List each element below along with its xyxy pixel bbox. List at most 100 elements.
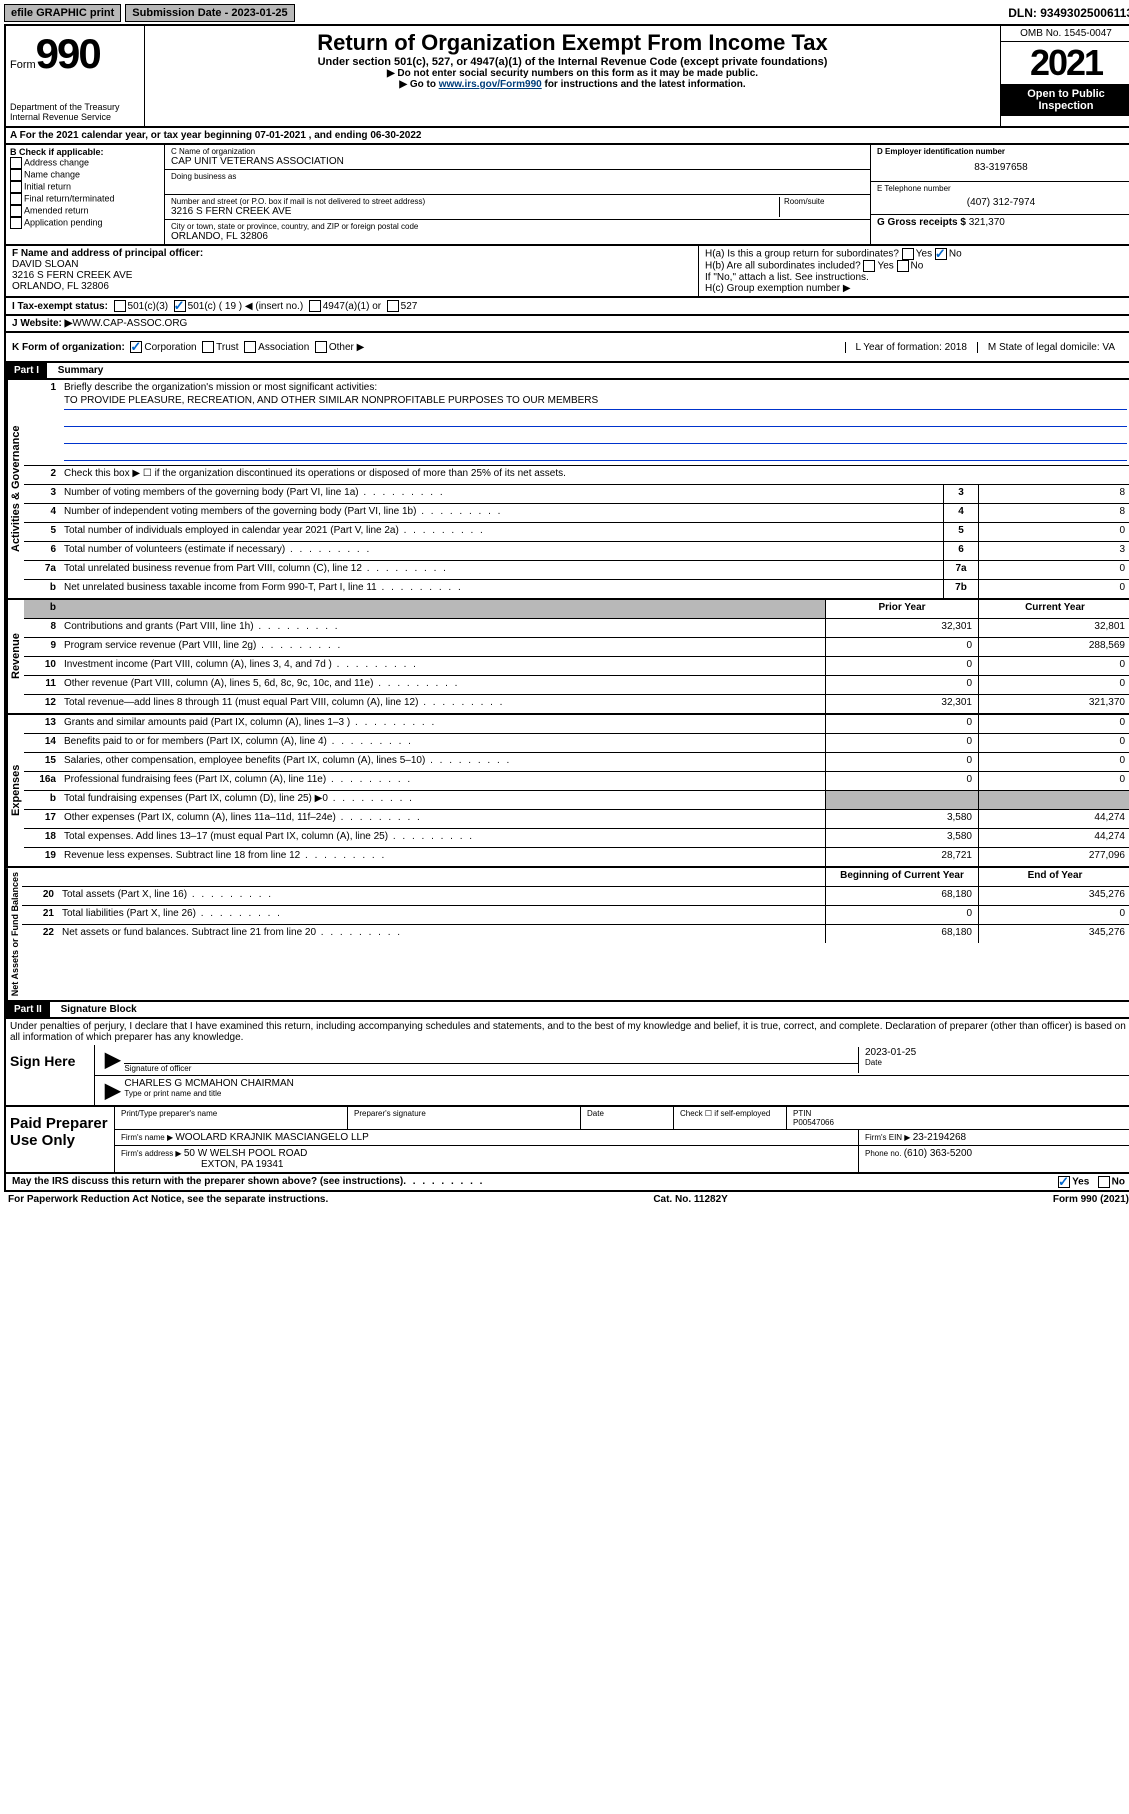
net-line-21: 21 Total liabilities (Part X, line 26) 0… (22, 906, 1129, 925)
row-a-tax-year: A For the 2021 calendar year, or tax yea… (4, 128, 1129, 145)
exp-line-18: 18 Total expenses. Add lines 13–17 (must… (24, 829, 1129, 848)
irs-gov-link[interactable]: www.irs.gov/Form990 (439, 79, 542, 90)
chk-other[interactable] (315, 341, 327, 353)
part1-title: Summary (50, 363, 112, 378)
firm-addr2: EXTON, PA 19341 (121, 1159, 852, 1170)
ha-yes[interactable] (902, 248, 914, 260)
col-begin-year: Beginning of Current Year (825, 868, 978, 886)
cat-no: Cat. No. 11282Y (653, 1194, 727, 1205)
row-fh: F Name and address of principal officer:… (4, 246, 1129, 298)
firm-addr1: 50 W WELSH POOL ROAD (184, 1148, 308, 1159)
chk-501c3[interactable] (114, 300, 126, 312)
type-name-label: Type or print name and title (124, 1089, 1125, 1098)
gov-line-b: b Net unrelated business taxable income … (24, 580, 1129, 598)
mission-text: TO PROVIDE PLEASURE, RECREATION, AND OTH… (64, 395, 1127, 410)
state-domicile: M State of legal domicile: VA (977, 342, 1125, 353)
rev-line-10: 10 Investment income (Part VIII, column … (24, 657, 1129, 676)
hb-subordinates: H(b) Are all subordinates included? Yes … (705, 260, 1125, 272)
exp-line-15: 15 Salaries, other compensation, employe… (24, 753, 1129, 772)
rev-line-11: 11 Other revenue (Part VIII, column (A),… (24, 676, 1129, 695)
exp-line-19: 19 Revenue less expenses. Subtract line … (24, 848, 1129, 866)
hb-no[interactable] (897, 260, 909, 272)
form-subtitle: Under section 501(c), 527, or 4947(a)(1)… (149, 56, 996, 68)
ptin-value: P00547066 (793, 1118, 1125, 1127)
hb-yes[interactable] (863, 260, 875, 272)
chk-corp[interactable] (130, 341, 142, 353)
discuss-yes[interactable] (1058, 1176, 1070, 1188)
ein: 83-3197658 (877, 156, 1125, 179)
chk-address-change[interactable]: Address change (10, 157, 160, 169)
exp-line-17: 17 Other expenses (Part IX, column (A), … (24, 810, 1129, 829)
sig-officer-label: Signature of officer (124, 1064, 858, 1073)
irs-label: Internal Revenue Service (10, 112, 140, 122)
part2-header-row: Part II Signature Block (4, 1002, 1129, 1019)
chk-trust[interactable] (202, 341, 214, 353)
header-right: OMB No. 1545-0047 2021 Open to Public In… (1000, 26, 1129, 126)
col-b-checkboxes: B Check if applicable: Address change Na… (6, 145, 165, 244)
line2-discontinued: Check this box ▶ ☐ if the organization d… (60, 466, 1129, 484)
officer-addr1: 3216 S FERN CREEK AVE (12, 270, 692, 281)
net-line-22: 22 Net assets or fund balances. Subtract… (22, 925, 1129, 943)
ha-no[interactable] (935, 248, 947, 260)
irs-discuss-row: May the IRS discuss this return with the… (4, 1174, 1129, 1192)
chk-name-change[interactable]: Name change (10, 169, 160, 181)
part2-title: Signature Block (53, 1002, 145, 1017)
submission-date: 2023-01-25 (231, 7, 287, 19)
page-footer: For Paperwork Reduction Act Notice, see … (4, 1192, 1129, 1207)
chk-4947[interactable] (309, 300, 321, 312)
form-number: 990 (36, 30, 100, 77)
top-bar: efile GRAPHIC print Submission Date - 20… (4, 4, 1129, 22)
col-de: D Employer identification number 83-3197… (870, 145, 1129, 244)
chk-amended[interactable]: Amended return (10, 205, 160, 217)
sig-date-value: 2023-01-25 (865, 1047, 1125, 1058)
chk-527[interactable] (387, 300, 399, 312)
exp-line-14: 14 Benefits paid to or for members (Part… (24, 734, 1129, 753)
vlabel-governance: Activities & Governance (6, 380, 24, 598)
org-name-label: C Name of organization (171, 147, 864, 156)
gov-line-5: 5 Total number of individuals employed i… (24, 523, 1129, 542)
efile-print-button[interactable]: efile GRAPHIC print (4, 4, 121, 22)
row-i-tax-exempt: I Tax-exempt status: 501(c)(3) 501(c) ( … (4, 298, 1129, 316)
dln: DLN: 93493025006113 (1008, 6, 1129, 20)
row-j-website: J Website: ▶ WWW.CAP-ASSOC.ORG (4, 316, 1129, 333)
officer-name-title: CHARLES G MCMAHON CHAIRMAN (124, 1078, 1125, 1089)
officer-addr2: ORLANDO, FL 32806 (12, 281, 692, 292)
sign-here-label: Sign Here (6, 1045, 95, 1105)
chk-initial-return[interactable]: Initial return (10, 181, 160, 193)
submission-date-button[interactable]: Submission Date - 2023-01-25 (125, 4, 294, 22)
col-b-title: B Check if applicable: (10, 147, 160, 157)
perjury-declaration: Under penalties of perjury, I declare th… (4, 1019, 1129, 1045)
chk-501c[interactable] (174, 300, 186, 312)
org-name: CAP UNIT VETERANS ASSOCIATION (171, 156, 864, 167)
omb-number: OMB No. 1545-0047 (1001, 26, 1129, 42)
part1-header-row: Part I Summary (4, 363, 1129, 380)
form-word: Form (10, 59, 36, 71)
prep-sig-header: Preparer's signature (348, 1107, 581, 1129)
exp-line-13: 13 Grants and similar amounts paid (Part… (24, 715, 1129, 734)
website-value: WWW.CAP-ASSOC.ORG (72, 318, 187, 329)
block-bcde: B Check if applicable: Address change Na… (4, 145, 1129, 246)
org-address: 3216 S FERN CREEK AVE (171, 206, 779, 217)
rev-line-8: 8 Contributions and grants (Part VIII, l… (24, 619, 1129, 638)
dba-label: Doing business as (171, 172, 864, 181)
col-prior-year: Prior Year (825, 600, 978, 618)
chk-app-pending[interactable]: Application pending (10, 217, 160, 229)
hc-group-exemption: H(c) Group exemption number ▶ (705, 283, 1125, 294)
gross-receipts: 321,370 (969, 217, 1005, 228)
vlabel-expenses: Expenses (6, 715, 24, 866)
exp-line-b: b Total fundraising expenses (Part IX, c… (24, 791, 1129, 810)
header-left: Form990 Department of the Treasury Inter… (6, 26, 145, 126)
gov-line-6: 6 Total number of volunteers (estimate i… (24, 542, 1129, 561)
chk-final-return[interactable]: Final return/terminated (10, 193, 160, 205)
prep-ptin-cell: PTIN P00547066 (787, 1107, 1129, 1129)
row-klm: K Form of organization: Corporation Trus… (4, 333, 1129, 363)
chk-assoc[interactable] (244, 341, 256, 353)
prep-selfemp-header: Check ☐ if self-employed (674, 1107, 787, 1129)
form-ref: Form 990 (2021) (1053, 1194, 1129, 1205)
discuss-no[interactable] (1098, 1176, 1110, 1188)
org-city: ORLANDO, FL 32806 (171, 231, 864, 242)
sig-arrow-icon-2: ▶ (101, 1078, 124, 1103)
city-label: City or town, state or province, country… (171, 222, 864, 231)
gross-label: G Gross receipts $ (877, 217, 969, 228)
paid-preparer-block: Paid Preparer Use Only Print/Type prepar… (4, 1107, 1129, 1174)
